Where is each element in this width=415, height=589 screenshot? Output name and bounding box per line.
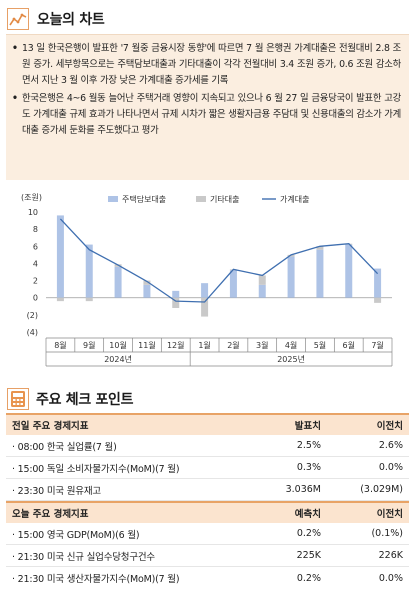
todays-chart-header: 오늘의 차트 [7, 7, 105, 31]
col-indicator: 오늘 주요 경제지표 [12, 509, 89, 520]
section-title: 주요 체크 포인트 [36, 392, 134, 408]
bar-기타대출 [56, 297, 64, 302]
col-indicator: 전일 주요 경제지표 [12, 421, 89, 432]
bar-기타대출 [172, 297, 180, 308]
bar-주택담보대출 [229, 270, 237, 298]
forecast-value: 225K [296, 550, 321, 561]
bar-주택담보대출 [172, 290, 180, 298]
bar-주택담보대출 [56, 215, 64, 298]
indicator-name: · 15:00 독일 소비자물가지수(MoM)(7 월) [12, 463, 180, 475]
bar-기타대출 [143, 280, 151, 285]
checkpoint-header: 주요 체크 포인트 [7, 387, 134, 411]
x-tick-label: 12월 [167, 340, 185, 350]
bar-주택담보대출 [345, 244, 353, 298]
line-chart-icon [7, 8, 29, 30]
indicator-name: · 21:30 미국 신규 실업수당청구건수 [12, 551, 155, 563]
indicator-name: · 21:30 미국 생산자물가지수(MoM)(7 월) [12, 574, 180, 585]
year-label: 2025년 [277, 354, 305, 364]
bar-기타대출 [374, 297, 382, 303]
y-tick-label: 8 [33, 225, 38, 234]
previous-value: 226K [378, 550, 403, 561]
x-tick-label: 7월 [371, 340, 383, 350]
summary-box: • 13 일 한국은행이 발표한 '7 월중 금융시장 동향'에 따르면 7 월… [6, 34, 409, 180]
col-forecast: 예측치 [294, 509, 321, 520]
bar-주택담보대출 [85, 244, 93, 298]
actual-value: 3.036M [285, 484, 321, 495]
table-row: · 15:00 독일 소비자물가지수(MoM)(7 월) 0.3% 0.0% [6, 457, 409, 479]
y-tick-label: 2 [33, 277, 38, 286]
legend-swatch [196, 196, 206, 202]
previous-value: (3.029M) [360, 484, 403, 495]
chart-svg: (조원) 주택담보대출 기타대출 가계대출 10 8 6 4 2 0 (2) (4) 8월 9월 10월 11… [21, 193, 393, 367]
today-indicators-header: 오늘 주요 경제지표 예측치 이전치 [6, 501, 409, 523]
x-tick-label: 8월 [54, 340, 66, 350]
y-tick-label: 4 [33, 259, 38, 268]
prev-indicators-header: 전일 주요 경제지표 발표치 이전치 [6, 413, 409, 435]
legend-label: 주택담보대출 [122, 194, 166, 204]
table-row: · 23:30 미국 원유재고 3.036M (3.029M) [6, 479, 409, 501]
table-row: · 21:30 미국 생산자물가지수(MoM)(7 월) 0.2% 0.0% [6, 567, 409, 589]
actual-value: 2.5% [296, 440, 321, 451]
col-previous: 이전치 [376, 509, 403, 520]
y-tick-label: (4) [27, 328, 38, 337]
y-unit-label: (조원) [21, 193, 42, 202]
previous-value: 2.6% [378, 440, 403, 451]
previous-value: (0.1%) [371, 528, 403, 539]
bullet-dot: • [12, 93, 18, 105]
bar-주택담보대출 [258, 284, 266, 298]
y-tick-label: 0 [33, 294, 38, 303]
bar-기타대출 [316, 246, 324, 250]
bar-주택담보대출 [114, 266, 122, 298]
bar-주택담보대출 [201, 283, 209, 298]
bullet-item: • 한국은행은 4~6 월동 늘어난 주택거래 영향이 지속되고 있으나 6 월… [12, 91, 401, 138]
x-tick-label: 5월 [314, 340, 326, 350]
bar-주택담보대출 [316, 249, 324, 298]
x-tick-label: 3월 [256, 340, 268, 350]
legend-swatch [108, 196, 118, 202]
indicator-name: · 08:00 한국 실업률(7 월) [12, 441, 117, 453]
x-tick-label: 11월 [138, 340, 156, 350]
x-tick-label: 4월 [285, 340, 297, 350]
table-row: · 21:30 미국 신규 실업수당청구건수 225K 226K [6, 545, 409, 567]
forecast-value: 0.2% [296, 572, 321, 584]
x-tick-label: 1월 [198, 340, 210, 350]
bar-기타대출 [201, 297, 209, 317]
indicator-name: · 15:00 영국 GDP(MoM)(6 월) [12, 529, 140, 541]
bar-주택담보대출 [143, 284, 151, 298]
bullet-item: • 13 일 한국은행이 발표한 '7 월중 금융시장 동향'에 따르면 7 월… [12, 41, 401, 88]
calculator-icon [7, 388, 29, 410]
col-actual: 발표치 [294, 421, 321, 432]
indicator-name: · 23:30 미국 원유재고 [12, 485, 101, 497]
forecast-value: 0.2% [296, 528, 321, 539]
previous-value: 0.0% [378, 572, 403, 584]
legend-label: 기타대출 [210, 194, 239, 204]
series-line [59, 218, 379, 303]
bar-주택담보대출 [287, 256, 295, 298]
year-label: 2024년 [104, 354, 132, 364]
table-row: · 15:00 영국 GDP(MoM)(6 월) 0.2% (0.1%) [6, 523, 409, 545]
x-tick-label: 6월 [343, 340, 355, 350]
bullet-text: 13 일 한국은행이 발표한 '7 월중 금융시장 동향'에 따르면 7 월 은… [22, 43, 401, 86]
bar-기타대출 [85, 297, 93, 302]
y-tick-label: 6 [33, 242, 38, 251]
bullet-dot: • [12, 43, 18, 54]
bar-기타대출 [287, 254, 295, 257]
actual-value: 0.3% [296, 462, 321, 473]
previous-value: 0.0% [378, 462, 403, 473]
section-title: 오늘의 차트 [37, 12, 105, 28]
x-tick-label: 10월 [109, 340, 127, 350]
x-tick-label: 9월 [83, 340, 95, 350]
legend-label: 가계대출 [280, 194, 309, 204]
household-loan-chart: (조원) 주택담보대출 기타대출 가계대출 10 8 6 4 2 0 (2) (4) 8월 9월 10월 11… [0, 186, 415, 374]
bar-기타대출 [258, 275, 266, 285]
x-tick-label: 2월 [227, 340, 239, 350]
table-row: · 08:00 한국 실업률(7 월) 2.5% 2.6% [6, 435, 409, 457]
y-tick-label: 10 [28, 208, 38, 217]
col-previous: 이전치 [376, 421, 403, 432]
y-tick-label: (2) [27, 311, 38, 320]
bar-주택담보대출 [374, 268, 382, 298]
bullet-text: 한국은행은 4~6 월동 늘어난 주택거래 영향이 지속되고 있으나 6 월 2… [22, 93, 401, 136]
